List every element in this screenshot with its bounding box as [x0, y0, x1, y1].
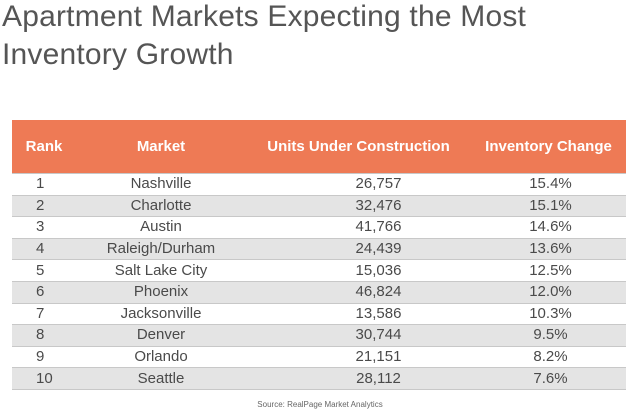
table-row: 2 Charlotte 32,476 15.1%	[12, 195, 626, 218]
rank-cell: 10	[12, 367, 76, 390]
inventory-change-cell: 12.5%	[471, 259, 626, 282]
market-cell: Phoenix	[76, 281, 246, 304]
rank-cell: 3	[12, 216, 76, 239]
inventory-change-cell: 14.6%	[471, 216, 626, 239]
table-row: 7 Jacksonville 13,586 10.3%	[12, 303, 626, 326]
market-cell: Salt Lake City	[76, 259, 246, 282]
inventory-change-cell: 9.5%	[471, 324, 626, 347]
market-cell: Orlando	[76, 346, 246, 369]
units-cell: 13,586	[246, 303, 471, 326]
units-cell: 15,036	[246, 259, 471, 282]
table-row: 3 Austin 41,766 14.6%	[12, 216, 626, 239]
table-row: 5 Salt Lake City 15,036 12.5%	[12, 259, 626, 282]
rank-cell: 7	[12, 303, 76, 326]
inventory-change-cell: 7.6%	[471, 367, 626, 390]
rank-cell: 2	[12, 195, 76, 218]
rank-cell: 5	[12, 259, 76, 282]
rank-cell: 8	[12, 324, 76, 347]
table-row: 9 Orlando 21,151 8.2%	[12, 346, 626, 369]
market-cell: Jacksonville	[76, 303, 246, 326]
market-cell: Denver	[76, 324, 246, 347]
header-units-under-construction: Units Under Construction	[246, 120, 471, 174]
table-header-row: Rank Market Units Under Construction Inv…	[12, 120, 626, 174]
rank-cell: 1	[12, 173, 76, 196]
table-row: 6 Phoenix 46,824 12.0%	[12, 281, 626, 304]
market-cell: Raleigh/Durham	[76, 238, 246, 261]
units-cell: 24,439	[246, 238, 471, 261]
inventory-change-cell: 15.4%	[471, 173, 626, 196]
units-cell: 46,824	[246, 281, 471, 304]
units-cell: 32,476	[246, 195, 471, 218]
header-market: Market	[76, 120, 246, 174]
header-inventory-change: Inventory Change	[471, 120, 626, 174]
rank-cell: 6	[12, 281, 76, 304]
market-cell: Seattle	[76, 367, 246, 390]
units-cell: 41,766	[246, 216, 471, 239]
header-rank: Rank	[12, 120, 76, 174]
units-cell: 21,151	[246, 346, 471, 369]
market-cell: Austin	[76, 216, 246, 239]
inventory-change-cell: 10.3%	[471, 303, 626, 326]
inventory-change-cell: 8.2%	[471, 346, 626, 369]
table-container: Rank Market Units Under Construction Inv…	[12, 120, 626, 390]
source-note: Source: RealPage Market Analytics	[257, 400, 383, 409]
inventory-change-cell: 13.6%	[471, 238, 626, 261]
rank-cell: 4	[12, 238, 76, 261]
table-row: 4 Raleigh/Durham 24,439 13.6%	[12, 238, 626, 261]
market-cell: Charlotte	[76, 195, 246, 218]
table-body: 1 Nashville 26,757 15.4% 2 Charlotte 32,476 15.…	[12, 173, 626, 390]
inventory-change-cell: 12.0%	[471, 281, 626, 304]
table-row: 1 Nashville 26,757 15.4%	[12, 173, 626, 196]
table-row: 8 Denver 30,744 9.5%	[12, 324, 626, 347]
inventory-table: Rank Market Units Under Construction Inv…	[12, 120, 626, 390]
units-cell: 28,112	[246, 367, 471, 390]
page-title: Apartment Markets Expecting the Most Inv…	[2, 0, 527, 71]
units-cell: 26,757	[246, 173, 471, 196]
rank-cell: 9	[12, 346, 76, 369]
units-cell: 30,744	[246, 324, 471, 347]
inventory-change-cell: 15.1%	[471, 195, 626, 218]
table-row: 10 Seattle 28,112 7.6%	[12, 367, 626, 390]
market-cell: Nashville	[76, 173, 246, 196]
